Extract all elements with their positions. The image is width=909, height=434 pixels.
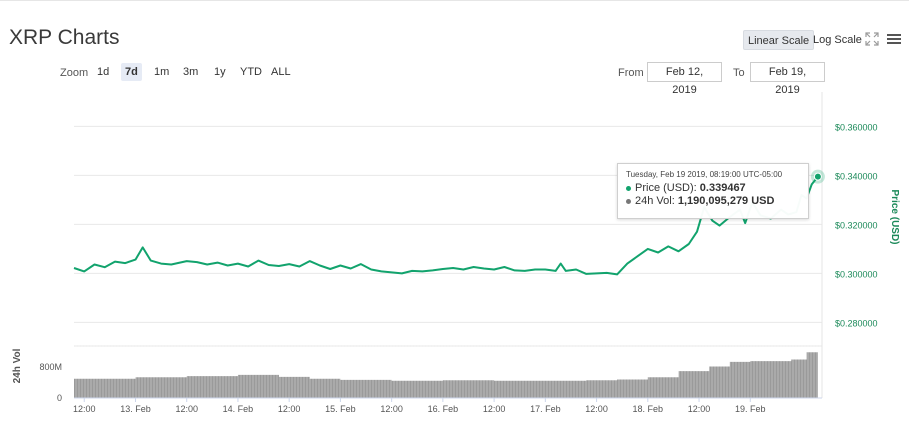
zoom-all-button[interactable]: ALL: [271, 66, 291, 78]
range-to-input[interactable]: Feb 19, 2019: [750, 62, 825, 96]
x-tick-label: 12:00: [380, 404, 403, 414]
x-tick-label: 12:00: [585, 404, 608, 414]
x-tick-label: 16. Feb: [428, 404, 459, 414]
top-divider: [0, 0, 909, 1]
x-tick-label: 13. Feb: [120, 404, 151, 414]
hamburger-menu-icon[interactable]: [886, 31, 902, 47]
zoom-3m-button[interactable]: 3m: [183, 66, 199, 78]
zoom-7d-button[interactable]: 7d: [121, 63, 142, 81]
x-tick-label: 19. Feb: [735, 404, 766, 414]
range-to-label: To: [733, 67, 745, 79]
x-tick-label: 18. Feb: [633, 404, 664, 414]
tooltip-volume-value: 1,190,095,279 USD: [677, 195, 775, 207]
page-title: XRP Charts: [9, 26, 120, 49]
volume-area: [74, 352, 818, 398]
menu-icon-glyph: [887, 34, 901, 44]
price-tick-label: $0.320000: [835, 220, 878, 230]
price-line: [73, 175, 819, 276]
price-series: [73, 175, 819, 276]
volume-tick-label: 800M: [39, 362, 62, 372]
zoom-1d-button[interactable]: 1d: [97, 66, 110, 78]
volume-axis: 24h Vol 0 800M: [12, 348, 62, 403]
price-dot-icon: [626, 185, 631, 191]
x-tick-label: 15. Feb: [325, 404, 356, 414]
volume-axis-title: 24h Vol: [12, 348, 23, 383]
tooltip-price-value: 0.339467: [699, 182, 746, 194]
price-tick-label: $0.300000: [835, 269, 878, 279]
zoom-1y-button[interactable]: 1y: [214, 66, 226, 78]
volume-dot-icon: [626, 198, 631, 204]
x-tick-label: 12:00: [278, 404, 301, 414]
x-tick-label: 12:00: [688, 404, 711, 414]
price-tick-label: $0.280000: [835, 318, 878, 328]
x-tick-label: 12:00: [175, 404, 198, 414]
x-tick-label: 12:00: [483, 404, 506, 414]
price-axis: Price (USD) $0.280000 $0.300000 $0.320000 $…: [835, 122, 900, 328]
tooltip-volume-row: 24h Vol: 1,190,095,279 USD: [626, 195, 800, 208]
fullscreen-icon-glyph: [865, 32, 879, 46]
tooltip-volume-label: 24h Vol:: [635, 195, 675, 207]
x-tick-label: 12:00: [73, 404, 96, 414]
tooltip-price-label: Price (USD):: [635, 182, 697, 194]
range-from-label: From: [618, 67, 644, 79]
volume-tick-label: 0: [57, 393, 62, 403]
zoom-1m-button[interactable]: 1m: [154, 66, 170, 78]
hover-marker: [810, 169, 825, 184]
fullscreen-icon[interactable]: [864, 31, 880, 47]
zoom-ytd-button[interactable]: YTD: [240, 66, 262, 78]
x-tick-label: 17. Feb: [530, 404, 561, 414]
chart-tooltip: Tuesday, Feb 19 2019, 08:19:00 UTC-05:00…: [617, 163, 809, 219]
price-tick-label: $0.360000: [835, 122, 878, 132]
tooltip-date: Tuesday, Feb 19 2019, 08:19:00 UTC-05:00: [626, 170, 783, 179]
x-axis: 12:00 13. Feb 12:00 14. Feb 12:00 15. Feb 12:0…: [73, 397, 822, 414]
tooltip-price-row: Price (USD): 0.339467: [626, 182, 800, 195]
price-axis-title: Price (USD): [889, 189, 900, 244]
volume-series: [74, 343, 821, 398]
linear-scale-button[interactable]: Linear Scale: [743, 30, 815, 50]
x-tick-label: 14. Feb: [223, 404, 254, 414]
zoom-label: Zoom: [60, 67, 89, 79]
price-tick-label: $0.340000: [835, 171, 878, 181]
hover-point: [813, 172, 822, 181]
log-scale-button[interactable]: Log Scale: [813, 34, 862, 46]
range-from-input[interactable]: Feb 12, 2019: [647, 62, 722, 96]
